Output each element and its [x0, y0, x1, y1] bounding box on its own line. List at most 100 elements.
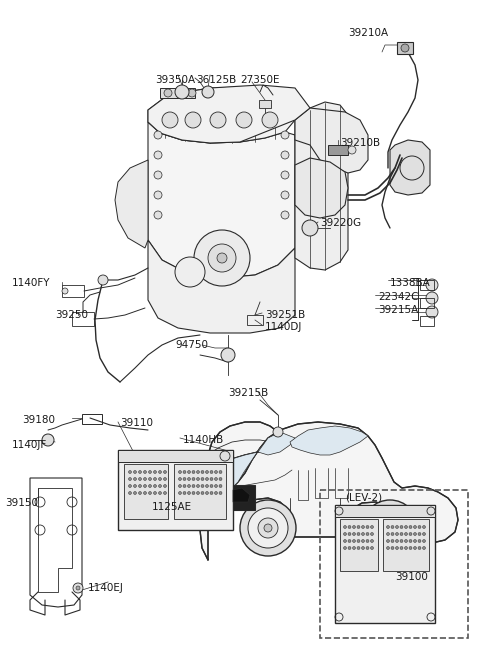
Circle shape: [42, 434, 54, 446]
Circle shape: [401, 44, 409, 52]
Circle shape: [281, 151, 289, 159]
Circle shape: [162, 112, 178, 128]
Polygon shape: [295, 108, 368, 173]
Circle shape: [185, 112, 201, 128]
Circle shape: [192, 477, 195, 481]
Circle shape: [405, 525, 408, 529]
Circle shape: [344, 546, 347, 550]
Text: 1140EJ: 1140EJ: [88, 583, 124, 593]
Circle shape: [219, 470, 222, 474]
Circle shape: [144, 477, 146, 481]
Circle shape: [344, 540, 347, 542]
Text: 36125B: 36125B: [196, 75, 236, 85]
Circle shape: [158, 477, 161, 481]
Circle shape: [405, 546, 408, 550]
Bar: [174, 464, 226, 519]
Circle shape: [422, 533, 425, 536]
Circle shape: [348, 540, 351, 542]
Circle shape: [344, 525, 347, 529]
Polygon shape: [148, 85, 310, 143]
Polygon shape: [295, 102, 348, 270]
Circle shape: [179, 477, 181, 481]
Bar: [82, 414, 102, 424]
Circle shape: [158, 491, 161, 495]
Circle shape: [183, 491, 186, 495]
Circle shape: [409, 540, 412, 542]
Circle shape: [371, 540, 373, 542]
Polygon shape: [160, 88, 195, 98]
Circle shape: [133, 477, 136, 481]
Bar: [383, 519, 429, 571]
Bar: [335, 505, 435, 623]
Text: 39250: 39250: [55, 310, 88, 320]
Circle shape: [179, 491, 181, 495]
Circle shape: [418, 525, 421, 529]
Circle shape: [281, 191, 289, 199]
Circle shape: [139, 485, 142, 487]
Circle shape: [144, 485, 146, 487]
Bar: [118, 450, 233, 462]
Circle shape: [302, 220, 318, 236]
Circle shape: [405, 540, 408, 542]
Circle shape: [148, 485, 152, 487]
Circle shape: [154, 470, 156, 474]
Bar: [247, 315, 263, 325]
Circle shape: [192, 470, 195, 474]
Circle shape: [386, 525, 389, 529]
Circle shape: [129, 485, 132, 487]
Circle shape: [361, 540, 364, 542]
Circle shape: [264, 524, 272, 532]
Text: 39110: 39110: [120, 418, 153, 428]
Circle shape: [413, 540, 417, 542]
Polygon shape: [290, 426, 368, 455]
Circle shape: [183, 470, 186, 474]
Bar: [320, 490, 468, 638]
Circle shape: [400, 540, 403, 542]
Circle shape: [188, 89, 196, 97]
Circle shape: [348, 533, 351, 536]
Circle shape: [240, 500, 296, 556]
Circle shape: [422, 540, 425, 542]
Circle shape: [361, 533, 364, 536]
Circle shape: [221, 348, 235, 362]
Circle shape: [426, 279, 438, 291]
Circle shape: [133, 491, 136, 495]
Circle shape: [205, 491, 208, 495]
Circle shape: [396, 546, 398, 550]
Circle shape: [192, 491, 195, 495]
Text: 94750: 94750: [175, 340, 208, 350]
Bar: [62, 285, 84, 297]
Circle shape: [154, 485, 156, 487]
Circle shape: [371, 546, 373, 550]
Bar: [420, 298, 434, 308]
Circle shape: [201, 485, 204, 487]
Circle shape: [281, 211, 289, 219]
Text: 27350E: 27350E: [240, 75, 279, 85]
Circle shape: [220, 451, 230, 461]
Circle shape: [366, 533, 369, 536]
Circle shape: [386, 533, 389, 536]
Bar: [233, 485, 255, 510]
Circle shape: [139, 470, 142, 474]
Circle shape: [422, 546, 425, 550]
Circle shape: [391, 525, 394, 529]
Circle shape: [133, 485, 136, 487]
Bar: [124, 464, 168, 519]
Bar: [340, 519, 378, 571]
Circle shape: [205, 477, 208, 481]
Text: 39180: 39180: [22, 415, 55, 425]
Circle shape: [215, 477, 217, 481]
Circle shape: [396, 540, 398, 542]
Circle shape: [144, 491, 146, 495]
Bar: [328, 145, 348, 155]
Text: 1140HB: 1140HB: [183, 435, 224, 445]
Bar: [118, 450, 233, 530]
Circle shape: [148, 491, 152, 495]
Circle shape: [154, 211, 162, 219]
Bar: [420, 280, 434, 290]
Circle shape: [409, 533, 412, 536]
Circle shape: [73, 583, 83, 593]
Circle shape: [129, 491, 132, 495]
Circle shape: [236, 112, 252, 128]
Circle shape: [154, 171, 162, 179]
